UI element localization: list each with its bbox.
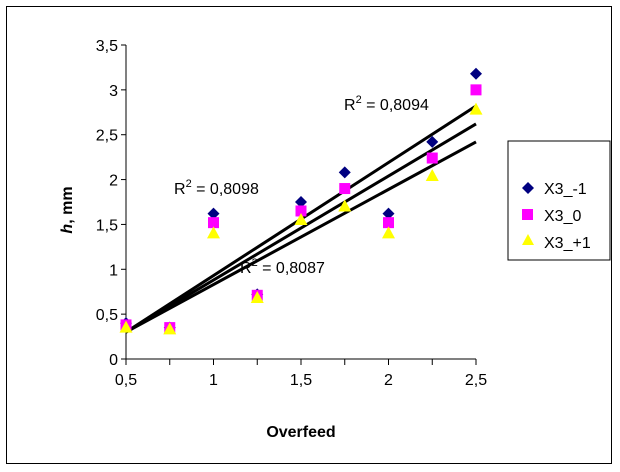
data-point-series-3 bbox=[250, 290, 264, 303]
r2-annotation-3: R2 = 0,8087 bbox=[240, 257, 325, 277]
data-point-series-2 bbox=[383, 217, 394, 229]
y-axis-ticks: 0 0,5 1 1,5 2 2,5 3 3,5 bbox=[96, 38, 126, 369]
data-point-series-3 bbox=[338, 199, 352, 212]
data-point-series-1 bbox=[295, 196, 307, 208]
y-axis-label: h, mm bbox=[59, 186, 76, 233]
data-point-series-3 bbox=[119, 320, 133, 333]
x-tick-label: 2 bbox=[384, 372, 393, 389]
legend: X3_-1 X3_0 X3_+1 bbox=[507, 140, 611, 261]
data-point-series-1 bbox=[426, 135, 439, 148]
y-tick-label: 3,5 bbox=[96, 38, 118, 55]
data-point-series-3 bbox=[163, 322, 177, 335]
y-axis-label-symbol: h bbox=[59, 224, 76, 234]
data-point-series-3 bbox=[207, 226, 220, 239]
data-point-series-3 bbox=[469, 102, 483, 115]
x-axis-ticks: 0,5 1 1,5 2 2,5 bbox=[115, 359, 487, 389]
y-tick-label: 1 bbox=[109, 262, 118, 279]
y-tick-label: 0,5 bbox=[96, 307, 118, 324]
trendline-series-3 bbox=[125, 140, 477, 334]
x-tick-label: 0,5 bbox=[115, 372, 137, 389]
legend-entry-3: X3_+1 bbox=[522, 234, 591, 252]
legend-label-2: X3_0 bbox=[544, 208, 581, 225]
data-point-series-1 bbox=[470, 67, 482, 80]
r2-annotation-2: R2 = 0,8098 bbox=[174, 178, 259, 198]
r2-annotation-1: R2 = 0,8094 bbox=[344, 94, 429, 114]
trendline-series-2 bbox=[125, 122, 477, 334]
data-point-series-3 bbox=[425, 168, 439, 181]
legend-entry-1: X3_-1 bbox=[522, 181, 587, 198]
x-tick-label: 1 bbox=[209, 372, 218, 389]
legend-marker-triangle bbox=[522, 234, 534, 245]
data-point-series-2 bbox=[295, 205, 307, 217]
legend-label-1: X3_-1 bbox=[544, 181, 587, 198]
data-point-series-2 bbox=[339, 183, 351, 195]
data-point-series-3 bbox=[382, 226, 395, 239]
data-markers bbox=[119, 67, 483, 335]
legend-entry-2: X3_0 bbox=[522, 208, 581, 225]
y-tick-label: 3 bbox=[109, 83, 118, 100]
data-point-series-1 bbox=[382, 207, 395, 220]
legend-marker-square bbox=[522, 209, 533, 220]
data-point-series-1 bbox=[338, 166, 351, 179]
x-tick-label: 2,5 bbox=[465, 372, 487, 389]
y-tick-label: 2 bbox=[109, 173, 118, 190]
x-axis-label: Overfeed bbox=[266, 424, 335, 441]
x-tick-label: 1,5 bbox=[290, 372, 312, 389]
legend-label-3: X3_+1 bbox=[544, 235, 591, 252]
legend-marker-diamond bbox=[522, 182, 534, 194]
data-point-series-1 bbox=[207, 207, 220, 220]
y-tick-label: 1,5 bbox=[96, 217, 118, 234]
data-point-series-2 bbox=[470, 84, 482, 96]
data-point-series-3 bbox=[294, 212, 308, 225]
y-tick-label: 2,5 bbox=[96, 128, 118, 145]
data-point-series-2 bbox=[426, 152, 438, 164]
y-axis-label-unit: , mm bbox=[59, 186, 76, 223]
y-tick-label: 0 bbox=[109, 352, 118, 369]
data-point-series-2 bbox=[208, 217, 219, 229]
